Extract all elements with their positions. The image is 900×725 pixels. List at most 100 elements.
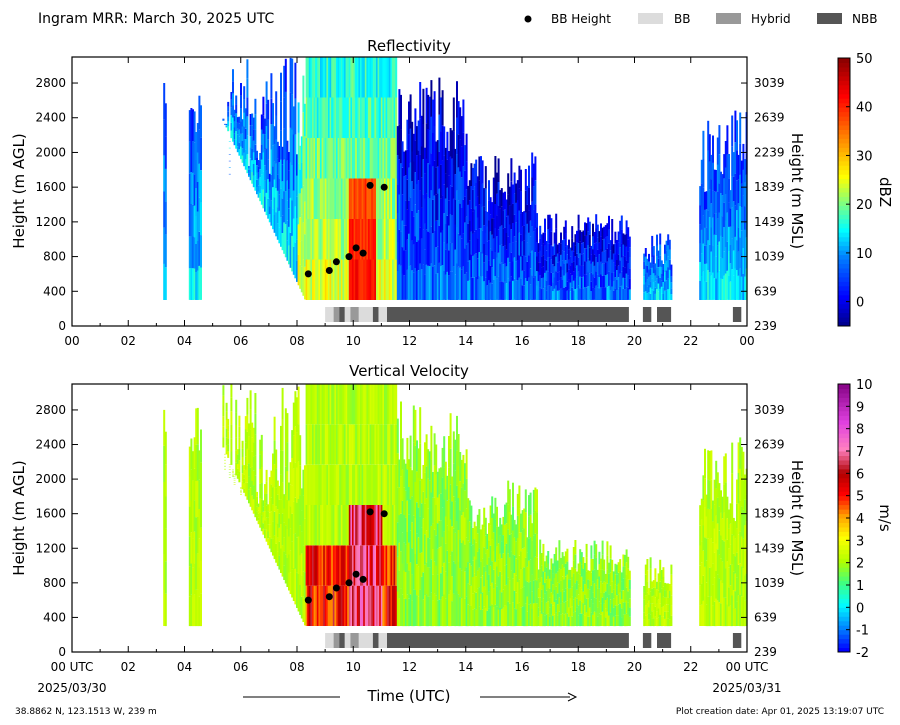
echo-cell	[321, 138, 324, 179]
echo-cell	[190, 594, 193, 627]
echo-cell	[539, 225, 542, 239]
echo-cell	[612, 272, 615, 282]
echo-cell	[198, 450, 201, 480]
echo-cell	[611, 604, 614, 615]
echo-cell	[468, 240, 471, 261]
echo-cell	[315, 57, 318, 98]
echo-cell	[321, 178, 324, 219]
echo-cell	[193, 111, 196, 143]
echo-cell	[646, 570, 649, 582]
echo-cell	[726, 241, 729, 271]
echo-cell	[230, 411, 233, 425]
echo-cell	[553, 614, 556, 627]
echo-cell	[404, 275, 407, 300]
echo-cell	[508, 243, 511, 263]
echo-cell	[254, 144, 257, 161]
echo-cell	[193, 468, 196, 501]
echo-cell	[592, 261, 594, 275]
echo-cell	[236, 454, 239, 460]
echo-cell	[486, 564, 489, 580]
echo-cell	[556, 604, 559, 616]
echo-cell	[483, 188, 486, 207]
echo-cell	[502, 516, 505, 536]
echo-cell	[588, 260, 591, 274]
echo-cell	[460, 146, 463, 178]
echo-cell	[356, 97, 359, 138]
echo-cell	[481, 230, 484, 254]
echo-cell	[584, 594, 586, 606]
echo-cell	[254, 475, 257, 497]
echo-cell	[657, 573, 660, 583]
echo-cell	[540, 565, 543, 578]
echo-cell	[545, 260, 548, 271]
echo-cell	[387, 424, 390, 465]
echo-cell	[372, 505, 375, 546]
echo-cell	[350, 505, 353, 546]
echo-cell	[363, 585, 366, 626]
echo-cell	[225, 445, 228, 455]
y-tick-label: 2800	[35, 76, 66, 90]
echo-cell	[374, 57, 377, 98]
echo-cell	[478, 587, 481, 607]
echo-cell	[737, 442, 740, 473]
echo-cell	[729, 544, 732, 565]
echo-cell	[291, 58, 294, 95]
echo-cell	[670, 574, 673, 586]
echo-cell	[476, 570, 479, 589]
echo-cell	[708, 189, 711, 218]
colorbar-cell	[838, 388, 850, 394]
echo-cell	[435, 505, 438, 536]
echo-cell	[344, 259, 346, 300]
echo-cell	[622, 233, 625, 245]
echo-cell	[312, 178, 314, 219]
echo-cell	[238, 449, 241, 461]
echo-cell	[627, 568, 630, 580]
echo-cell	[516, 280, 519, 300]
echo-cell	[528, 604, 530, 626]
echo-cell	[313, 138, 316, 179]
echo-cell	[291, 430, 294, 458]
echo-cell	[520, 169, 522, 192]
echo-cell	[505, 584, 508, 606]
echo-cell	[644, 274, 647, 283]
echo-cell	[448, 250, 450, 276]
echo-cell	[347, 219, 350, 260]
echo-cell	[305, 57, 308, 98]
echo-cell	[731, 146, 734, 177]
echo-cell	[225, 126, 228, 127]
colorbar-cell	[838, 571, 850, 577]
echo-cell	[712, 563, 714, 585]
echo-cell	[430, 592, 433, 627]
colorbar-cell	[838, 495, 850, 501]
echo-cell	[392, 545, 394, 586]
reflectivity-colorbar-label: dBZ	[876, 177, 894, 207]
echo-cell	[243, 483, 246, 489]
echo-cell	[417, 448, 420, 478]
echo-cell	[416, 564, 418, 596]
echo-cell	[608, 615, 610, 627]
echo-cell	[358, 219, 361, 260]
echo-cell	[321, 545, 324, 586]
echo-cell	[436, 548, 439, 575]
colorbar-cell	[838, 531, 850, 537]
echo-cell	[708, 244, 711, 273]
echo-cell	[528, 210, 530, 233]
echo-cell	[326, 259, 329, 300]
echo-cell	[483, 225, 486, 244]
echo-cell	[740, 230, 743, 254]
echo-cell	[577, 584, 580, 595]
echo-cell	[587, 258, 590, 273]
echo-cell	[232, 105, 234, 118]
echo-cell	[385, 178, 388, 219]
echo-cell	[366, 505, 369, 546]
echo-cell	[348, 424, 351, 465]
echo-cell	[539, 568, 542, 583]
echo-cell	[310, 259, 313, 300]
echo-cell	[377, 259, 380, 300]
echo-cell	[726, 583, 729, 605]
echo-cell	[659, 570, 662, 582]
echo-cell	[659, 266, 662, 278]
echo-cell	[296, 467, 298, 503]
echo-cell	[582, 288, 585, 300]
echo-cell	[532, 535, 535, 558]
